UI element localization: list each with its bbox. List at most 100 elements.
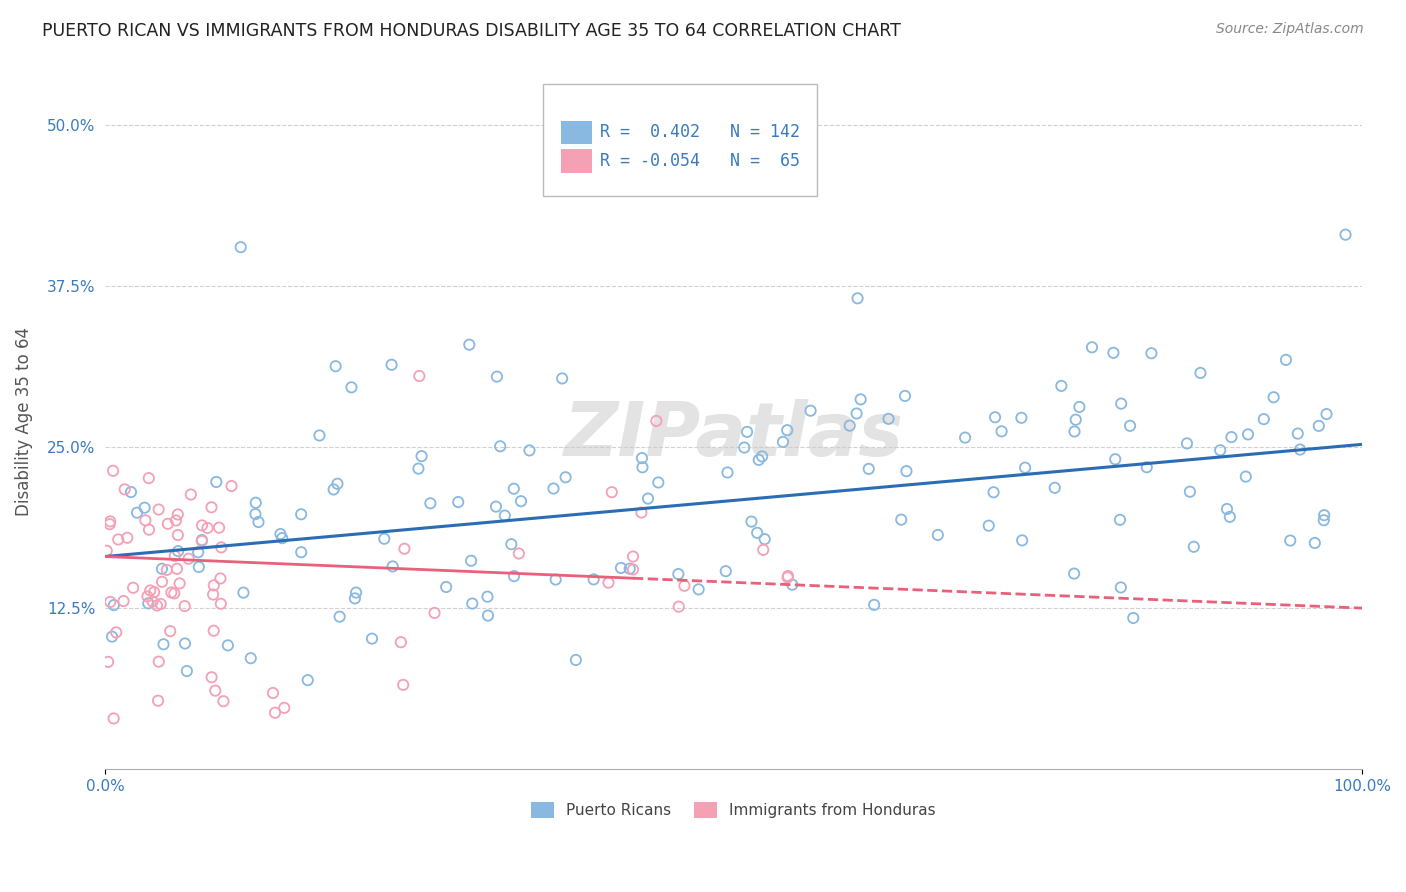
Point — [245, 507, 267, 521]
Point — [209, 541, 232, 555]
Legend: Puerto Ricans, Immigrants from Honduras: Puerto Ricans, Immigrants from Honduras — [524, 797, 942, 824]
Point — [800, 403, 823, 417]
Point — [544, 573, 567, 587]
Point — [1279, 533, 1302, 548]
Point — [863, 598, 886, 612]
Point — [381, 358, 404, 372]
Point — [751, 450, 773, 464]
Point — [290, 508, 312, 522]
Point — [202, 588, 225, 602]
Point — [1109, 513, 1132, 527]
Point — [150, 574, 173, 589]
Point — [1303, 536, 1326, 550]
Point — [264, 706, 287, 720]
Point — [187, 545, 209, 559]
Point — [167, 528, 190, 542]
Point — [419, 496, 441, 510]
Point — [890, 513, 912, 527]
Point — [1289, 442, 1312, 457]
Point — [408, 369, 430, 384]
Point — [191, 533, 214, 548]
Point — [152, 637, 174, 651]
Point — [1189, 366, 1212, 380]
Point — [326, 476, 349, 491]
Text: R =  0.402   N = 142: R = 0.402 N = 142 — [600, 123, 800, 141]
Point — [748, 453, 770, 467]
Point — [896, 464, 918, 478]
Point — [1010, 410, 1032, 425]
Point — [373, 532, 395, 546]
Point — [138, 471, 160, 485]
Point — [503, 569, 526, 583]
Point — [1102, 345, 1125, 359]
Point — [340, 380, 363, 394]
Point — [983, 485, 1005, 500]
Point — [138, 523, 160, 537]
Point — [489, 439, 512, 453]
Point — [637, 491, 659, 506]
Point — [191, 533, 214, 547]
Point — [290, 545, 312, 559]
Point — [434, 580, 457, 594]
Text: ZIPatlas: ZIPatlas — [564, 399, 904, 472]
Point — [776, 570, 799, 584]
Point — [205, 475, 228, 489]
Point — [645, 414, 668, 428]
Point — [112, 594, 135, 608]
Point — [120, 485, 142, 500]
Point — [174, 636, 197, 650]
Point — [392, 678, 415, 692]
Point — [245, 496, 267, 510]
Point — [501, 537, 523, 551]
Point — [156, 563, 179, 577]
Point — [610, 561, 633, 575]
Point — [631, 460, 654, 475]
Text: PUERTO RICAN VS IMMIGRANTS FROM HONDURAS DISABILITY AGE 35 TO 64 CORRELATION CHA: PUERTO RICAN VS IMMIGRANTS FROM HONDURAS… — [42, 22, 901, 40]
Point — [209, 597, 232, 611]
Point — [1109, 581, 1132, 595]
Point — [621, 549, 644, 564]
Point — [735, 425, 758, 439]
Point — [647, 475, 669, 490]
Point — [97, 655, 120, 669]
Point — [150, 562, 173, 576]
Point — [508, 547, 530, 561]
Point — [269, 527, 291, 541]
Point — [394, 541, 416, 556]
Point — [621, 562, 644, 576]
Point — [447, 495, 470, 509]
Point — [1315, 407, 1337, 421]
Point — [1237, 427, 1260, 442]
Point — [125, 506, 148, 520]
Point — [754, 532, 776, 546]
Point — [146, 599, 169, 613]
Point — [554, 470, 576, 484]
Point — [668, 599, 690, 614]
Point — [1109, 396, 1132, 410]
Point — [381, 559, 404, 574]
Point — [598, 575, 620, 590]
Point — [1286, 426, 1309, 441]
Point — [1011, 533, 1033, 548]
Point — [101, 630, 124, 644]
Point — [165, 513, 187, 527]
Point — [160, 585, 183, 599]
Point — [845, 407, 868, 421]
Point — [273, 701, 295, 715]
Point — [849, 392, 872, 407]
Point — [1216, 502, 1239, 516]
Point — [1136, 460, 1159, 475]
Point — [134, 513, 156, 527]
Point — [1050, 379, 1073, 393]
Point — [1175, 436, 1198, 450]
Point — [1334, 227, 1357, 242]
Text: R = -0.054   N =  65: R = -0.054 N = 65 — [600, 152, 800, 170]
Point — [117, 531, 139, 545]
Point — [461, 597, 484, 611]
Point — [502, 482, 524, 496]
Point — [894, 389, 917, 403]
Point — [485, 500, 508, 514]
Point — [209, 572, 232, 586]
Point — [688, 582, 710, 597]
Point — [202, 624, 225, 638]
